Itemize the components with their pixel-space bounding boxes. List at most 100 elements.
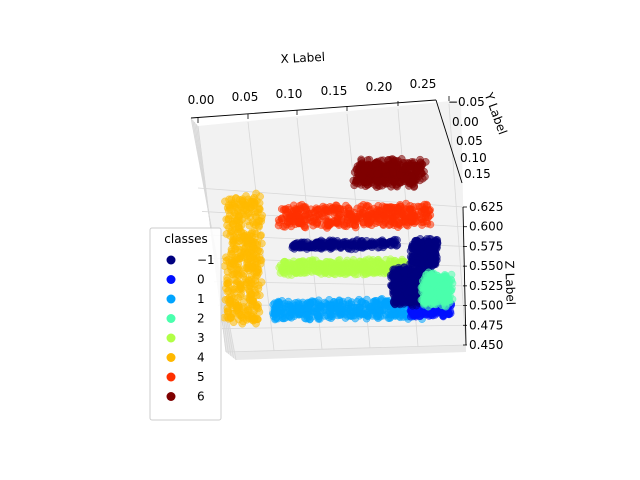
data-point	[400, 268, 409, 277]
data-point	[396, 221, 404, 230]
data-point	[232, 216, 241, 224]
data-point	[346, 259, 355, 268]
data-point	[234, 260, 243, 268]
data-point	[235, 237, 243, 246]
data-point	[382, 255, 390, 264]
data-point	[421, 158, 430, 166]
data-point	[223, 268, 232, 276]
data-point	[250, 220, 258, 229]
z-tick-label: 0.525	[469, 279, 503, 293]
data-point	[224, 314, 233, 323]
legend-label: 0	[197, 273, 205, 287]
data-point	[321, 267, 330, 276]
data-point	[364, 264, 373, 272]
z-axis-line	[462, 206, 467, 346]
data-point	[312, 204, 321, 213]
data-point	[228, 250, 237, 258]
legend-marker	[166, 353, 176, 362]
data-point	[378, 176, 387, 185]
legend-label: 4	[197, 351, 205, 365]
data-point	[372, 210, 381, 219]
data-point	[239, 317, 248, 326]
data-point	[345, 213, 354, 222]
data-point	[344, 244, 353, 252]
legend-label: −1	[197, 253, 215, 267]
data-point	[227, 256, 236, 265]
data-point	[298, 200, 306, 209]
data-point	[358, 159, 367, 168]
data-point	[243, 311, 252, 320]
data-point	[280, 262, 288, 270]
data-point	[414, 238, 423, 246]
data-point	[382, 209, 391, 217]
data-point	[360, 310, 369, 319]
data-point	[250, 315, 259, 324]
data-point	[301, 211, 310, 219]
z-axis-label: Z Label	[502, 260, 518, 305]
data-point	[408, 217, 416, 226]
y-tick-label: −0.05	[448, 95, 485, 109]
data-point	[408, 258, 417, 266]
y-tick-label: 0.05	[456, 134, 483, 148]
data-point	[388, 218, 397, 226]
scatter-points	[220, 155, 457, 328]
data-point	[357, 202, 365, 211]
x-axis-label: X Label	[280, 50, 325, 66]
data-point	[372, 183, 381, 191]
data-point	[226, 297, 235, 306]
data-point	[361, 242, 370, 251]
data-point	[392, 285, 401, 294]
grid-line	[225, 344, 467, 353]
data-point	[338, 302, 346, 311]
series-5	[274, 199, 435, 232]
data-point	[408, 178, 417, 186]
data-point	[290, 209, 299, 217]
legend-label: 6	[197, 390, 205, 404]
data-point	[404, 278, 413, 287]
data-point	[347, 298, 356, 306]
data-point	[374, 306, 383, 315]
data-point	[393, 212, 401, 221]
data-point	[300, 259, 309, 267]
data-point	[310, 304, 319, 312]
data-point	[429, 269, 438, 278]
legend-marker	[166, 333, 176, 343]
data-point	[313, 219, 322, 227]
legend-marker	[166, 294, 176, 304]
y-tick-label: 0.10	[460, 151, 487, 165]
data-point	[223, 287, 232, 296]
legend-marker	[166, 255, 176, 265]
data-point	[421, 172, 429, 181]
data-point	[364, 202, 373, 211]
data-point	[314, 211, 322, 219]
data-point	[389, 265, 398, 274]
data-point	[353, 217, 361, 226]
legend: classes −1 0 1 2 3 4 5 6	[149, 227, 222, 421]
data-point	[251, 261, 260, 269]
data-point	[330, 217, 338, 225]
data-point	[370, 297, 379, 306]
data-point	[257, 278, 266, 287]
data-point	[396, 202, 405, 211]
z-tick-label: 0.450	[469, 338, 503, 352]
data-point	[239, 303, 248, 311]
data-point	[353, 264, 362, 273]
legend-label: 5	[197, 370, 205, 384]
data-point	[288, 305, 297, 313]
grid-line	[448, 103, 467, 346]
data-point	[314, 315, 323, 323]
data-point	[254, 304, 263, 313]
data-point	[430, 297, 438, 306]
data-point	[363, 181, 372, 189]
data-point	[240, 204, 249, 213]
data-point	[254, 284, 263, 293]
legend-marker	[166, 392, 176, 401]
data-point	[340, 309, 349, 317]
data-point	[230, 199, 239, 208]
grid-line	[221, 324, 466, 329]
data-point	[444, 288, 453, 296]
floor-pane	[226, 345, 466, 360]
x-tick-label: 0.25	[410, 77, 437, 91]
